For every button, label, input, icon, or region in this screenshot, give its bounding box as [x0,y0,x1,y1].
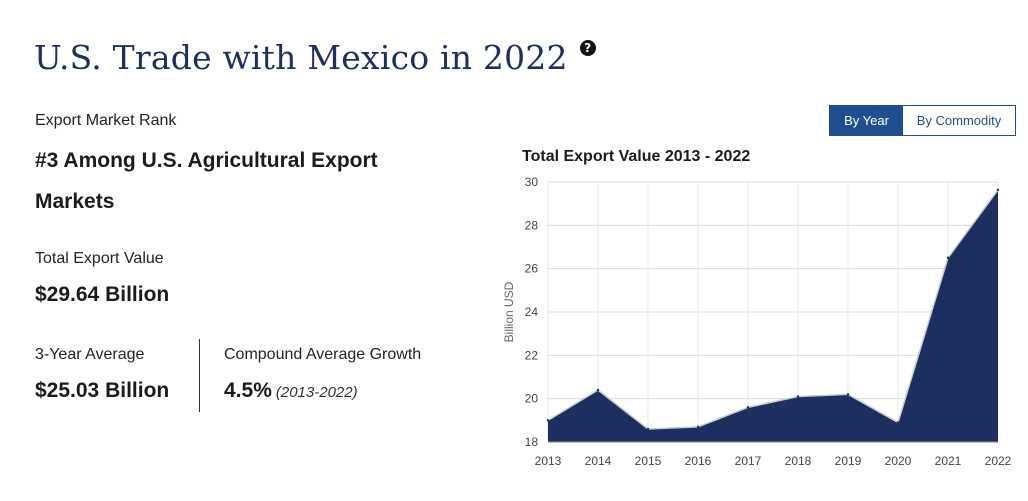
x-tick-label: 2013 [535,454,562,468]
x-tick-label: 2018 [785,454,812,468]
compound-growth-value: 4.5% (2013-2022) [224,379,358,403]
data-point [946,256,950,260]
view-toggle: By Year By Commodity [829,105,1016,136]
export-rank-value: #3 Among U.S. Agricultural Export Market… [35,149,378,213]
y-tick-label: 28 [525,218,539,232]
compound-growth-label: Compound Average Growth [224,346,422,363]
x-tick-label: 2021 [935,454,962,468]
data-point [696,425,700,429]
compound-growth-percent: 4.5% [224,379,272,402]
y-tick-label: 26 [525,262,539,276]
x-tick-label: 2015 [635,454,662,468]
title-row: U.S. Trade with Mexico in 2022 ? [34,38,596,77]
three-year-average-label: 3-Year Average [35,346,145,363]
data-point [746,406,750,409]
x-tick-label: 2014 [585,454,612,468]
chart-title: Total Export Value 2013 - 2022 [522,148,751,165]
data-point [846,393,850,396]
total-export-label: Total Export Value [35,250,164,267]
page-title: U.S. Trade with Mexico in 2022 [34,38,568,77]
x-tick-label: 2019 [835,454,862,468]
stats-divider [199,339,200,412]
data-point [596,388,600,392]
x-tick-label: 2020 [885,454,912,468]
series-area [548,189,998,442]
by-year-button[interactable]: By Year [830,106,903,135]
x-tick-label: 2017 [735,454,762,468]
data-point [896,421,900,424]
series-line [547,189,999,430]
total-export-value: $29.64 Billion [35,283,170,306]
x-tick-label: 2016 [685,454,712,468]
y-tick-label: 22 [525,348,539,362]
y-tick-label: 24 [525,305,539,319]
y-axis-title: Billion USD [502,281,516,342]
data-point [646,427,650,431]
by-commodity-button[interactable]: By Commodity [903,106,1015,135]
y-tick-label: 30 [525,175,539,189]
x-tick-label: 2022 [985,454,1012,468]
y-tick-label: 18 [525,435,539,449]
data-point [796,395,800,398]
export-rank-label: Export Market Rank [35,112,177,129]
question-circle-icon[interactable]: ? [579,39,596,56]
three-year-average-value: $25.03 Billion [35,379,170,402]
y-tick-label: 20 [525,392,539,406]
data-point [996,188,1000,191]
data-point [546,419,550,422]
compound-growth-period: (2013-2022) [275,384,358,401]
